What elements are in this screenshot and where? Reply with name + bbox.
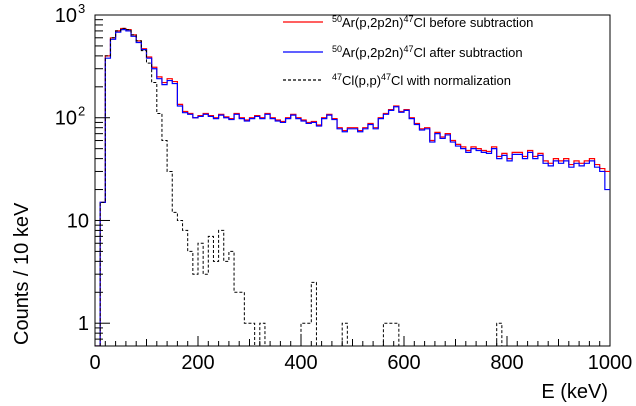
x-tick-label: 800 bbox=[490, 352, 523, 374]
series-layer bbox=[95, 27, 610, 346]
plot-frame bbox=[94, 14, 611, 347]
series-1-line bbox=[95, 29, 610, 346]
series-0-line bbox=[95, 27, 610, 346]
y-tick-label: 1 bbox=[78, 313, 89, 335]
y-tick-exponent: 2 bbox=[78, 104, 85, 119]
x-axis-title: E (keV) bbox=[541, 381, 608, 403]
legend-entry-0: 50Ar(p,2p2n)47Cl before subtraction bbox=[332, 14, 533, 30]
x-tick-label: 600 bbox=[387, 352, 420, 374]
y-tick-exponent: 3 bbox=[78, 1, 85, 16]
x-tick-label: 400 bbox=[284, 352, 317, 374]
y-tick-label: 10 bbox=[55, 5, 77, 27]
y-tick-label: 10 bbox=[55, 108, 77, 130]
x-tick-label: 200 bbox=[181, 352, 214, 374]
x-tick-label: 0 bbox=[89, 352, 100, 374]
y-tick-label: 10 bbox=[67, 210, 89, 232]
series-2-line bbox=[95, 27, 610, 346]
legend-entry-2: 47Cl(p,p)47Cl with normalization bbox=[332, 72, 511, 88]
legend-entry-1: 50Ar(p,2p2n)47Cl after subtraction bbox=[332, 44, 523, 60]
legend: 50Ar(p,2p2n)47Cl before subtraction 50Ar(… bbox=[283, 14, 533, 88]
y-axis-title: Counts / 10 keV bbox=[11, 202, 33, 345]
x-tick-label: 1000 bbox=[588, 352, 633, 374]
